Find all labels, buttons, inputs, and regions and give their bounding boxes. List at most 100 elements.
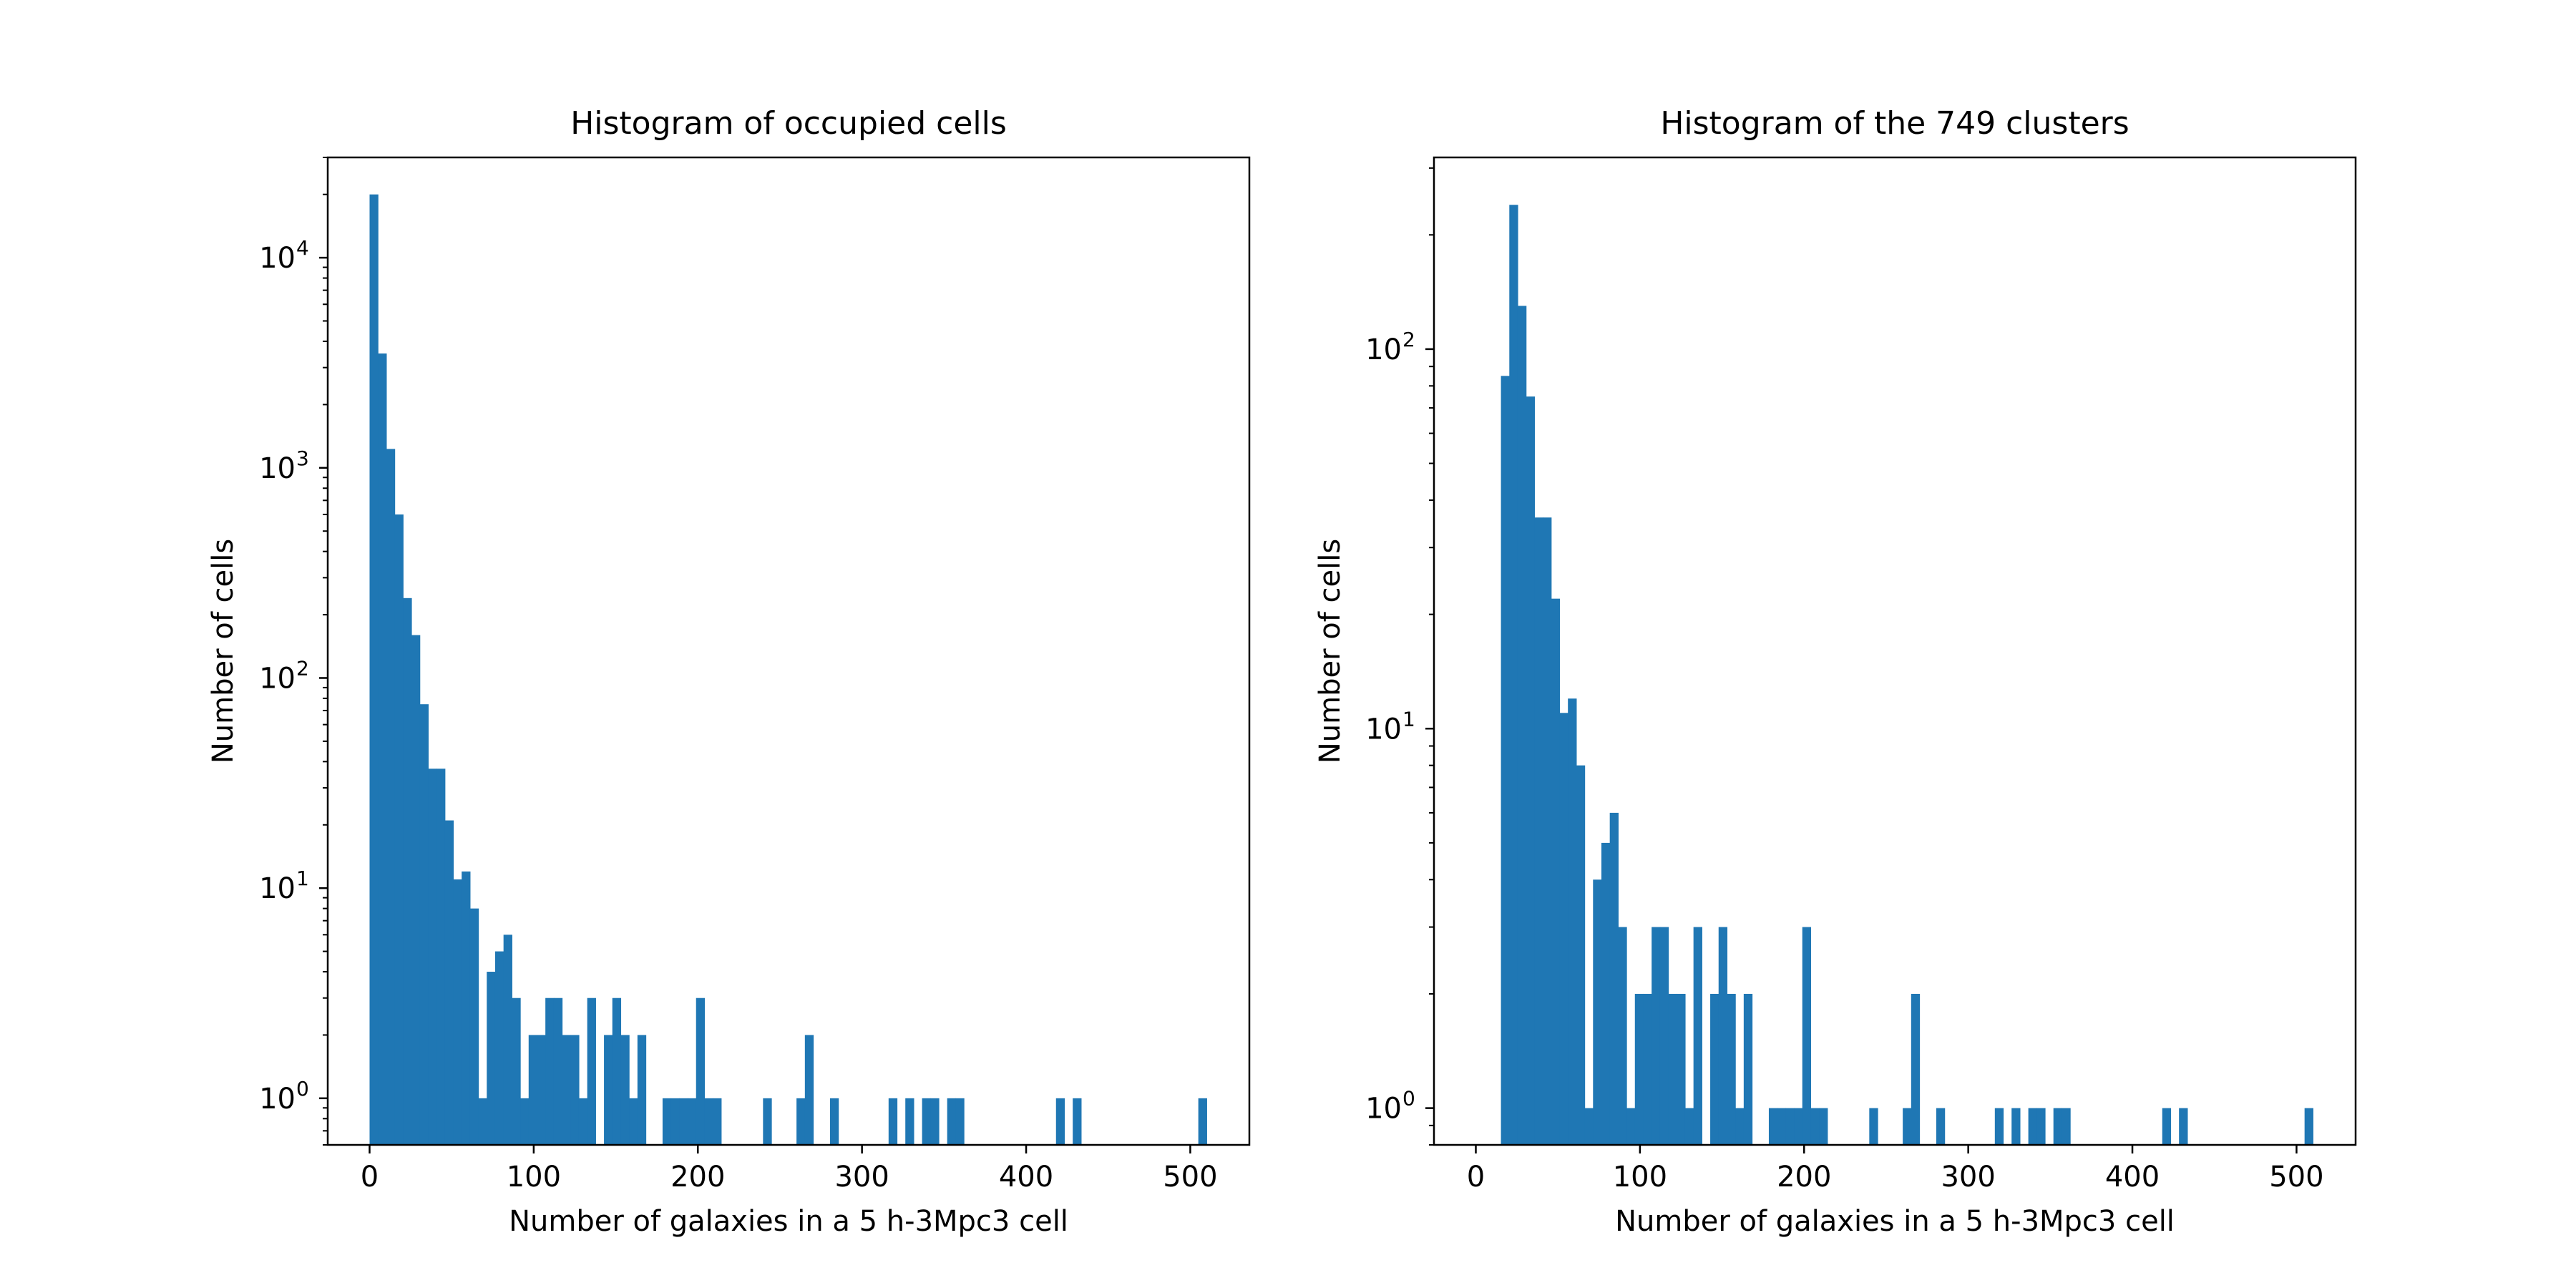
histogram-bar <box>620 1035 630 1145</box>
histogram-bar <box>478 1098 487 1145</box>
histogram-occupied-cells-panel: Histogram of occupied cells 0 100 200 300 40… <box>207 105 1251 1238</box>
y-tick-label: 10 <box>259 242 296 275</box>
histogram-bar <box>1609 812 1619 1145</box>
y-tick-label: 10 <box>1365 713 1402 746</box>
x-tick-label: 300 <box>834 1161 889 1194</box>
y-tick-label: 10 <box>259 662 296 695</box>
histogram-bar <box>1652 927 1661 1145</box>
histogram-bar <box>1659 927 1669 1145</box>
histogram-bar <box>570 1035 580 1145</box>
histogram-bar <box>1810 1108 1820 1145</box>
histogram-bar <box>1735 1108 1745 1145</box>
histogram-bar <box>1911 993 1921 1145</box>
histogram-bar <box>696 997 706 1145</box>
histogram-bar <box>494 951 504 1145</box>
y-tick-exponent: 4 <box>296 236 309 260</box>
histogram-bar <box>1534 517 1543 1145</box>
y-tick-label: 10 <box>259 1083 296 1116</box>
y-axis-label: Number of cells <box>1314 539 1347 763</box>
histogram-bar <box>453 879 462 1145</box>
histogram-bar <box>1055 1098 1065 1145</box>
histogram-bar <box>1668 993 1677 1145</box>
histogram-bar <box>1551 598 1561 1145</box>
histogram-bar <box>469 908 479 1145</box>
histogram-bar <box>1727 993 1736 1145</box>
bars <box>369 194 1207 1146</box>
histogram-bar <box>1785 1108 1795 1145</box>
x-axis-ticks: 0 100 200 300 400 500 <box>1467 1145 2324 1194</box>
y-tick-exponent: 3 <box>296 447 309 470</box>
histogram-bar <box>2011 1108 2021 1145</box>
histogram-bar <box>1903 1108 1912 1145</box>
histogram-bar <box>562 1035 571 1145</box>
histogram-bar <box>1618 927 1627 1145</box>
histogram-bar <box>545 997 555 1145</box>
x-axis-ticks: 0 100 200 300 400 500 <box>361 1145 1218 1194</box>
y-tick-exponent: 0 <box>1402 1087 1415 1111</box>
histogram-bar <box>670 1098 680 1145</box>
y-tick-exponent: 1 <box>1402 707 1415 731</box>
x-tick-label: 200 <box>1777 1161 1831 1194</box>
y-tick-label: 10 <box>1365 333 1402 366</box>
histogram-bar <box>829 1098 839 1145</box>
y-tick-label: 10 <box>259 452 296 485</box>
histogram-bar <box>1626 1108 1636 1145</box>
bars <box>1501 205 2313 1146</box>
histogram-bar <box>704 1098 713 1145</box>
chart-title: Histogram of the 749 clusters <box>1660 105 2129 142</box>
histogram-bar <box>528 1035 538 1145</box>
histogram-bar <box>604 1035 613 1145</box>
histogram-bar <box>637 1035 647 1145</box>
histogram-bar <box>922 1098 931 1145</box>
histogram-bar <box>1509 205 1518 1145</box>
histogram-bar <box>1677 993 1686 1145</box>
axes-frame <box>326 156 1251 1146</box>
histogram-bar <box>2162 1108 2172 1145</box>
histogram-bar <box>930 1098 940 1145</box>
histogram-bar <box>487 972 496 1145</box>
x-tick-label: 500 <box>2269 1161 2323 1194</box>
x-tick-label: 0 <box>1467 1161 1485 1194</box>
histogram-bar <box>713 1098 722 1145</box>
histogram-bar <box>369 194 379 1146</box>
histogram-bar <box>2053 1108 2062 1145</box>
histogram-bar <box>1768 1108 1778 1145</box>
histogram-bar <box>1501 376 1510 1145</box>
histogram-bar <box>1073 1098 1082 1145</box>
histogram-bar <box>662 1098 672 1145</box>
histogram-bar <box>1634 993 1644 1145</box>
histogram-bar <box>688 1098 697 1145</box>
histogram-bar <box>629 1098 638 1145</box>
histogram-bar <box>955 1098 965 1145</box>
histogram-bar <box>378 353 387 1145</box>
histogram-bar <box>1526 396 1535 1146</box>
x-tick-label: 100 <box>507 1161 561 1194</box>
x-axis-label: Number of galaxies in a 5 h-3Mpc3 cell <box>509 1205 1068 1238</box>
histogram-bar <box>679 1098 688 1145</box>
histogram-bar <box>386 449 396 1145</box>
histogram-bar <box>1576 765 1586 1145</box>
histogram-bar <box>1684 1108 1694 1145</box>
histogram-bar <box>796 1098 806 1145</box>
histogram-bar <box>578 1098 588 1145</box>
histogram-bar <box>2028 1108 2037 1145</box>
x-tick-label: 500 <box>1163 1161 1217 1194</box>
histogram-bar <box>2036 1108 2046 1145</box>
histogram-bar <box>587 997 596 1145</box>
x-tick-label: 300 <box>1941 1161 1995 1194</box>
histogram-bar <box>1543 517 1552 1145</box>
x-axis-label: Number of galaxies in a 5 h-3Mpc3 cell <box>1615 1205 2175 1238</box>
histogram-bar <box>1936 1108 1946 1145</box>
x-tick-label: 400 <box>999 1161 1053 1194</box>
y-tick-exponent: 2 <box>1402 328 1415 351</box>
histogram-bar <box>1517 306 1527 1146</box>
histogram-bar <box>419 704 429 1145</box>
histogram-bar <box>553 997 563 1145</box>
histogram-bar <box>1794 1108 1803 1145</box>
histogram-bar <box>1994 1108 2004 1145</box>
histogram-clusters-panel: Histogram of the 749 clusters 0 100 200 300… <box>1314 105 2357 1238</box>
histogram-bar <box>1777 1108 1786 1145</box>
y-tick-exponent: 0 <box>296 1077 309 1101</box>
histogram-bar <box>537 1035 546 1145</box>
